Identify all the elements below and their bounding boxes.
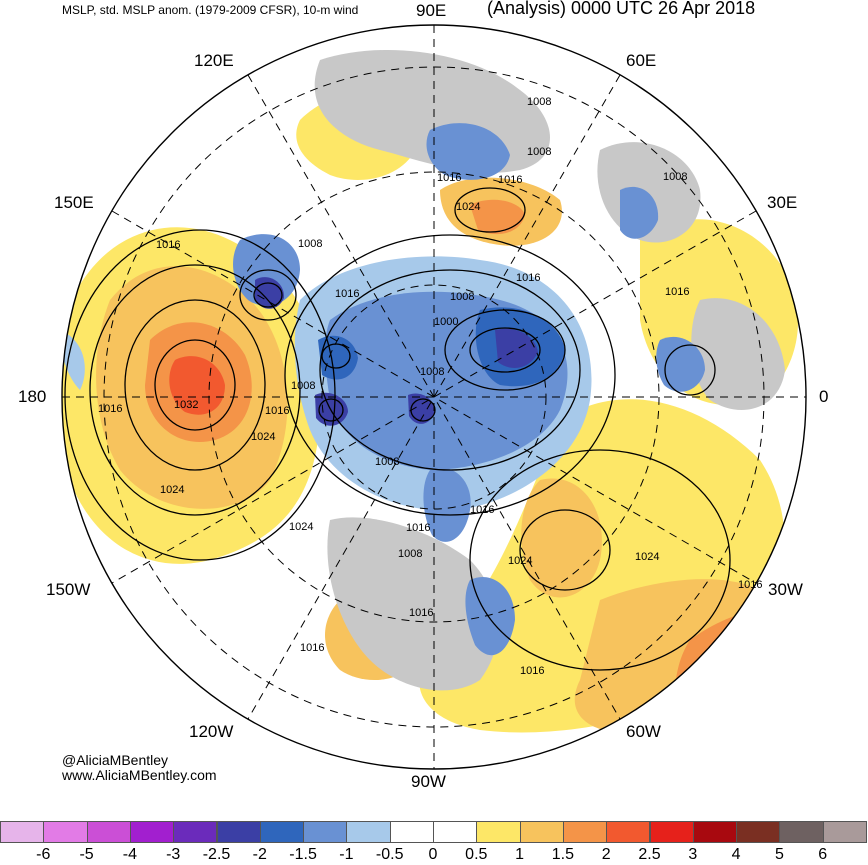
colorbar-swatch xyxy=(736,821,781,843)
lon-label-120w: 120W xyxy=(189,722,234,741)
colorbar-tick-label: -5 xyxy=(79,846,94,863)
isobar-label: 1016 xyxy=(520,665,544,677)
isobar-label: 1008 xyxy=(375,456,399,468)
colorbar-swatch xyxy=(43,821,88,843)
isobar-label: 1008 xyxy=(450,291,474,303)
colorbar-swatch xyxy=(433,821,478,843)
graticule xyxy=(62,25,806,769)
colorbar-tick-label: -1.5 xyxy=(289,846,317,863)
colorbar-tick-label: -2.5 xyxy=(202,846,231,863)
lon-label-150w: 150W xyxy=(46,580,91,599)
lon-label-60e: 60E xyxy=(626,51,657,70)
colorbar-swatch xyxy=(692,821,738,843)
colorbar-swatch xyxy=(562,821,608,843)
isobar-label: 1008 xyxy=(663,171,687,183)
isobar-label: 1024 xyxy=(160,484,184,496)
isobar-label: 1016 xyxy=(300,642,324,654)
lon-label-90w: 90W xyxy=(411,772,446,791)
colorbar-swatch xyxy=(86,821,131,843)
isobars xyxy=(64,187,731,671)
isobar-label: 1024 xyxy=(456,201,480,213)
colorbar-swatch xyxy=(259,821,305,843)
credit-handle: @AliciaMBentley xyxy=(62,752,169,768)
isobar-label: 1024 xyxy=(508,555,532,567)
isobar-label: 1016 xyxy=(156,239,180,251)
colorbar-tick-label: -2 xyxy=(252,846,267,863)
colorbar-tick-label: 0 xyxy=(428,846,438,863)
map-boundary xyxy=(61,24,807,770)
map-subtitle: MSLP, std. MSLP anom. (1979-2009 CFSR), … xyxy=(62,3,359,17)
lon-label-180: 180 xyxy=(18,387,47,406)
colorbar-tick-label: -0.5 xyxy=(375,846,404,863)
colorbar-tick-label: 0.5 xyxy=(465,846,488,863)
colorbar-tick-label: 5 xyxy=(774,846,784,863)
colorbar-swatch xyxy=(519,821,564,843)
isobar-label: 1016 xyxy=(738,579,762,591)
anomaly-field xyxy=(62,25,806,769)
isobar-label: 1024 xyxy=(289,521,313,533)
isobar-label: 1016 xyxy=(406,522,430,534)
colorbar-swatch xyxy=(822,821,867,843)
isobar-label: 1016 xyxy=(470,504,494,516)
colorbar-tick-label: -6 xyxy=(36,846,51,863)
isobar-label: 1008 xyxy=(298,238,322,250)
colorbar-swatch xyxy=(129,821,175,843)
isobar-label: 1024 xyxy=(635,551,659,563)
isobar-label: 1008 xyxy=(398,548,422,560)
colorbar-tick-label: -4 xyxy=(122,846,138,863)
isobar-label: 1016 xyxy=(665,286,689,298)
isobar-label: 1000 xyxy=(434,316,458,328)
colorbar-tick-label: 4 xyxy=(731,846,741,863)
isobar-label: 1016 xyxy=(98,403,122,415)
lon-label-30e: 30E xyxy=(767,193,798,212)
colorbar-swatch xyxy=(389,821,434,843)
isobar-label: 1032 xyxy=(174,399,198,411)
colorbar-swatch xyxy=(216,821,261,843)
colorbar-tick-label: 2.5 xyxy=(638,846,661,863)
lon-label-120e: 120E xyxy=(194,51,234,70)
lon-label-0: 0 xyxy=(819,387,829,406)
credit-website: www.AliciaMBentley.com xyxy=(62,767,217,783)
lon-label-150e: 150E xyxy=(54,193,94,212)
isobar-label: 1008 xyxy=(527,146,551,158)
map-title: (Analysis) 0000 UTC 26 Apr 2018 xyxy=(487,0,756,18)
colorbar-swatch xyxy=(303,821,348,843)
isobar-label: 1016 xyxy=(335,288,359,300)
isobar-label: 1016 xyxy=(498,174,522,186)
isobar-label: 1008 xyxy=(420,366,444,378)
colorbar-tick-label: -3 xyxy=(166,846,181,863)
colorbar-tick-label: 2 xyxy=(601,846,611,863)
isobar-label: 1016 xyxy=(437,172,461,184)
lon-label-60w: 60W xyxy=(626,722,661,741)
isobar-label: 1016 xyxy=(409,607,433,619)
colorbar-tick-label: -1 xyxy=(339,846,354,863)
colorbar-swatch xyxy=(476,821,521,843)
colorbar-tick-label: 1.5 xyxy=(551,846,575,863)
colorbar-tick-label: 3 xyxy=(688,846,698,863)
colorbar-swatch xyxy=(649,821,694,843)
colorbar-swatch xyxy=(0,821,45,843)
lon-label-90e: 90E xyxy=(416,1,447,20)
colorbar-tick-label: 1 xyxy=(515,846,525,863)
colorbar-swatch xyxy=(606,821,651,843)
lon-label-30w: 30W xyxy=(768,580,803,599)
isobar-label: 1024 xyxy=(251,431,275,443)
colorbar-swatch xyxy=(173,821,218,843)
colorbar-swatch xyxy=(346,821,391,843)
colorbar-swatch xyxy=(779,821,824,843)
isobar-label: 1016 xyxy=(265,405,289,417)
isobar-label: 1016 xyxy=(516,272,540,284)
isobar-label: 1008 xyxy=(291,380,315,392)
colorbar-tick-label: 6 xyxy=(818,846,828,863)
isobar-label: 1008 xyxy=(527,96,551,108)
